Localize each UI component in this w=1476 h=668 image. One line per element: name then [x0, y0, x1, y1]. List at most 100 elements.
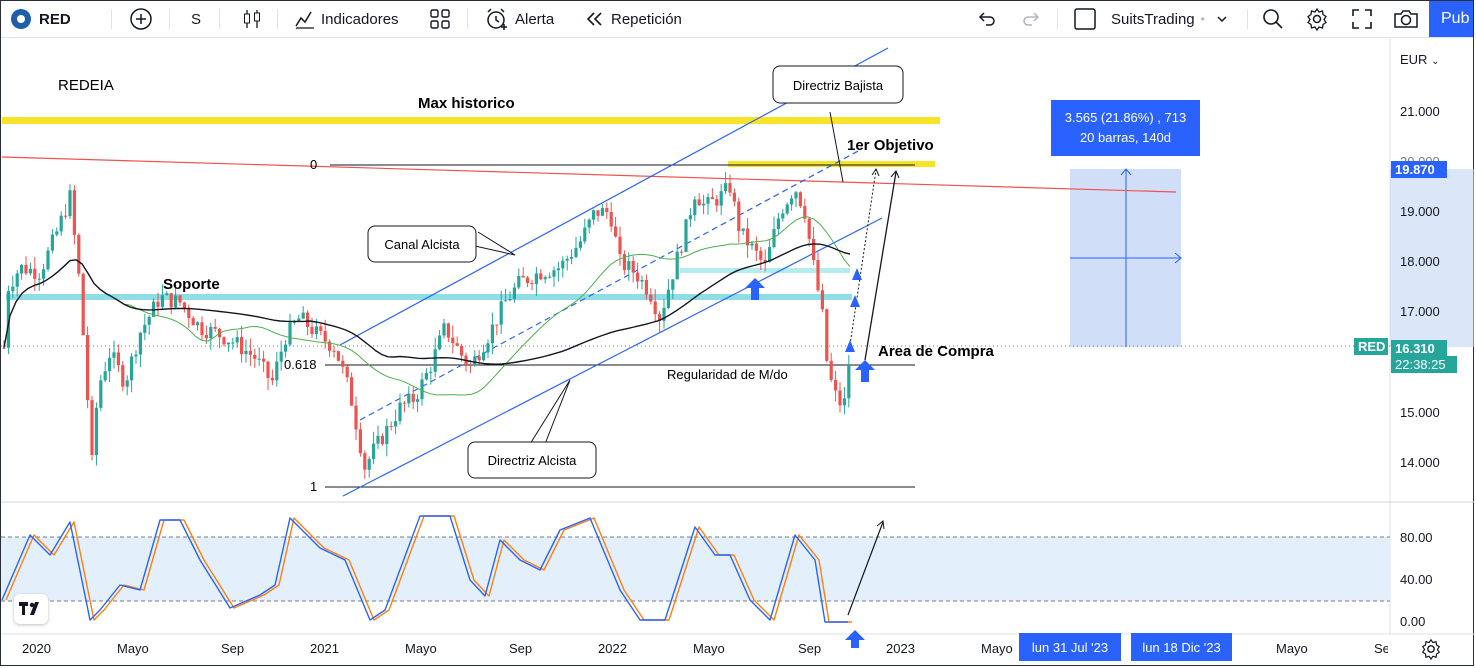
candle-body: [354, 405, 358, 430]
search-button[interactable]: [1261, 1, 1285, 37]
templates-button[interactable]: [429, 1, 451, 37]
candle-body: [394, 421, 398, 427]
price-tick: 15.000: [1400, 405, 1440, 420]
candle-body: [336, 351, 340, 361]
candle-body: [182, 302, 186, 309]
moving-averages: [3, 216, 851, 396]
candle-body: [42, 269, 46, 279]
chevron-down-icon: [1217, 16, 1227, 23]
candle-body: [609, 212, 613, 227]
publish-button[interactable]: Pub: [1429, 1, 1473, 37]
alert-button[interactable]: Alerta: [485, 1, 554, 37]
candle-body: [433, 349, 437, 372]
candle-body: [807, 218, 811, 239]
label-area-compra: Area de Compra: [878, 343, 995, 360]
tradingview-logo[interactable]: [14, 594, 48, 624]
replay-button[interactable]: Repetición: [585, 1, 682, 37]
candle-body: [81, 273, 85, 336]
candle-body: [702, 203, 706, 206]
candle-body: [631, 260, 635, 273]
candle-body: [125, 380, 129, 387]
candle-body: [512, 287, 516, 300]
last-price-tag: 16.310: [1391, 340, 1447, 357]
undo-button[interactable]: [977, 1, 997, 37]
candle-body: [781, 213, 785, 219]
candle-body: [266, 361, 270, 378]
compare-button[interactable]: [129, 1, 153, 37]
measure-tooltip: 3.565 (21.86%) , 713 20 barras, 140d: [1051, 100, 1200, 156]
time-tick: Mayo: [117, 641, 149, 656]
callout-directriz-bajista: Directriz Bajista: [772, 65, 904, 104]
candles-group: [2, 171, 851, 479]
redo-button[interactable]: [1021, 1, 1041, 37]
callout-canal-alcista: Canal Alcista: [367, 225, 516, 263]
candle-body: [306, 312, 310, 328]
search-icon: [1263, 9, 1283, 29]
candle-body: [416, 399, 420, 402]
candle-body: [407, 393, 411, 404]
candle-body: [50, 234, 54, 251]
candle-body: [578, 241, 582, 248]
time-tick: Mayo: [693, 641, 725, 656]
candle-body: [46, 250, 50, 270]
candle-body: [90, 400, 94, 456]
callout-directriz-alcista: Directriz Alcista: [467, 379, 597, 479]
channel-lower: [342, 217, 883, 497]
candle-body: [262, 358, 266, 362]
oscillator-band: [1, 537, 1390, 601]
stochastic-oscillator: [1, 515, 852, 623]
candle-body: [235, 337, 239, 343]
candle-body: [829, 360, 833, 380]
candle-body: [284, 344, 288, 352]
candle-body: [697, 199, 701, 206]
candle-body: [402, 402, 406, 404]
candle-body: [530, 282, 534, 285]
interval-button[interactable]: S: [191, 1, 201, 37]
settings-button[interactable]: [1305, 1, 1329, 37]
time-tick: Mayo: [405, 641, 437, 656]
time-tick: 2022: [598, 641, 627, 656]
candle-body: [314, 326, 318, 335]
candle-body: [785, 204, 789, 214]
svg-text:Canal Alcista: Canal Alcista: [384, 237, 460, 252]
indicators-button[interactable]: Indicadores: [293, 1, 399, 37]
candle-body: [490, 324, 494, 344]
candle-body: [341, 360, 345, 367]
candle-body: [411, 393, 415, 402]
candle-body: [367, 459, 371, 470]
osc-tick: 80.00: [1400, 530, 1433, 545]
price-tick: 14.000: [1400, 455, 1440, 470]
objective-zone: [728, 161, 935, 167]
candle-body: [116, 352, 120, 366]
candle-body: [812, 238, 816, 261]
time-tick: 2020: [22, 641, 51, 656]
fullscreen-button[interactable]: [1351, 1, 1373, 37]
fib-label-0: 0: [310, 157, 317, 172]
candle-body: [710, 197, 714, 200]
time-badge-start: lun 31 Jul '23: [1019, 633, 1121, 661]
candle-body: [772, 229, 776, 248]
candle-body: [688, 215, 692, 220]
axis-settings-button[interactable]: [1420, 638, 1442, 665]
candle-body: [737, 201, 741, 232]
candle-body: [424, 372, 428, 380]
candle-body: [847, 365, 851, 399]
candle-body: [429, 371, 433, 373]
candle-body: [385, 425, 389, 445]
time-tick: 2023: [886, 641, 915, 656]
moving-average-line: [3, 243, 851, 365]
candle-body: [231, 342, 235, 344]
alert-label: Alerta: [515, 10, 555, 28]
layout-menu-button[interactable]: SuitsTrading •: [1073, 1, 1229, 37]
chart-type-button[interactable]: [241, 1, 263, 37]
candle-body: [662, 307, 666, 321]
symbol-search-button[interactable]: RED: [11, 1, 71, 37]
candle-body: [570, 256, 574, 259]
snapshot-button[interactable]: [1393, 1, 1419, 37]
candle-body: [130, 356, 134, 381]
candle-body: [323, 331, 327, 342]
currency-button[interactable]: EUR ⌄: [1400, 52, 1440, 67]
candle-body: [592, 210, 596, 220]
candle-body: [108, 357, 112, 372]
